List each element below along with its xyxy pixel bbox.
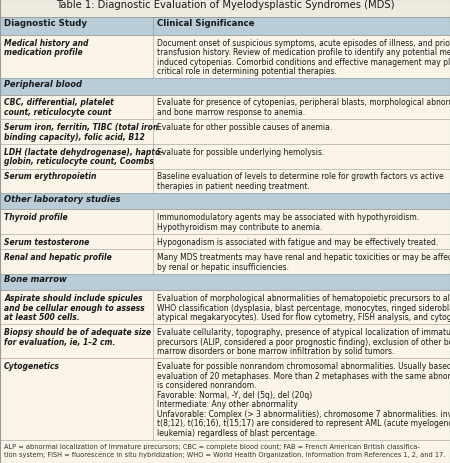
Bar — [0, 250, 450, 275]
Text: Evaluate for possible underlying hemolysis.: Evaluate for possible underlying hemolys… — [157, 147, 324, 156]
Text: Hypothyroidism may contribute to anemia.: Hypothyroidism may contribute to anemia. — [157, 222, 322, 232]
Text: globin, reticulocyte count, Coombs: globin, reticulocyte count, Coombs — [4, 157, 154, 166]
Text: Immunomodulatory agents may be associated with hypothyroidism.: Immunomodulatory agents may be associate… — [157, 213, 419, 222]
Text: Baseline evaluation of levels to determine role for growth factors vs active: Baseline evaluation of levels to determi… — [157, 172, 444, 181]
Bar — [0, 0, 450, 19]
Text: Cytogenetics: Cytogenetics — [4, 362, 60, 370]
Bar — [0, 440, 450, 463]
Text: and be cellular enough to assess: and be cellular enough to assess — [4, 303, 144, 312]
Text: Evaluate cellularity, topography, presence of atypical localization of immature: Evaluate cellularity, topography, presen… — [157, 327, 450, 337]
Text: induced cytopenias. Comorbid conditions and effective management may play a: induced cytopenias. Comorbid conditions … — [157, 57, 450, 66]
Text: LDH (lactate dehydrogenase), hapto-: LDH (lactate dehydrogenase), hapto- — [4, 147, 163, 156]
Text: and bone marrow response to anemia.: and bone marrow response to anemia. — [157, 107, 305, 117]
Text: for evaluation, ie, 1–2 cm.: for evaluation, ie, 1–2 cm. — [4, 337, 115, 346]
Text: Intermediate: Any other abnormality: Intermediate: Any other abnormality — [157, 400, 298, 408]
Text: Bone marrow: Bone marrow — [4, 275, 67, 284]
Text: Other laboratory studies: Other laboratory studies — [4, 194, 121, 203]
Text: Clinical Significance: Clinical Significance — [157, 19, 255, 28]
Text: Many MDS treatments may have renal and hepatic toxicities or may be affected: Many MDS treatments may have renal and h… — [157, 253, 450, 262]
Bar — [0, 235, 450, 250]
Text: is considered nonrandom.: is considered nonrandom. — [157, 381, 256, 389]
Bar — [0, 169, 450, 194]
Text: transfusion history. Review of medication profile to identify any potential medi: transfusion history. Review of medicatio… — [157, 48, 450, 57]
Text: count, reticulocyte count: count, reticulocyte count — [4, 107, 112, 117]
Text: Peripheral blood: Peripheral blood — [4, 80, 82, 88]
Text: Serum testosterone: Serum testosterone — [4, 238, 89, 246]
Text: Evaluation of morphological abnormalities of hematopoietic precursors to allow F: Evaluation of morphological abnormalitie… — [157, 294, 450, 302]
Bar — [0, 275, 450, 291]
Text: Table 1: Diagnostic Evaluation of Myelodysplastic Syndromes (MDS): Table 1: Diagnostic Evaluation of Myelod… — [56, 0, 394, 10]
Text: at least 500 cells.: at least 500 cells. — [4, 313, 80, 321]
Text: Medical history and: Medical history and — [4, 38, 89, 48]
Bar — [0, 194, 450, 210]
Bar — [0, 36, 450, 79]
Text: ALP = abnormal localization of immature precursors; CBC = complete blood count; : ALP = abnormal localization of immature … — [4, 443, 420, 449]
Text: CBC, differential, platelet: CBC, differential, platelet — [4, 98, 114, 107]
Bar — [0, 359, 450, 440]
Text: Renal and hepatic profile: Renal and hepatic profile — [4, 253, 112, 262]
Text: therapies in patient needing treatment.: therapies in patient needing treatment. — [157, 181, 310, 190]
Text: leukemia) regardless of blast percentage.: leukemia) regardless of blast percentage… — [157, 428, 317, 437]
Text: WHO classification (dysplasia, blast percentage, monocytes, ringed sideroblasts,: WHO classification (dysplasia, blast per… — [157, 303, 450, 312]
Bar — [0, 291, 450, 325]
Bar — [0, 325, 450, 359]
Bar — [0, 210, 450, 235]
Text: by renal or hepatic insufficiencies.: by renal or hepatic insufficiencies. — [157, 262, 289, 271]
Text: critical role in determining potential therapies.: critical role in determining potential t… — [157, 67, 337, 76]
Text: Favorable: Normal, -Y, del (5q), del (20q): Favorable: Normal, -Y, del (5q), del (20… — [157, 390, 312, 399]
Text: marrow disorders or bone marrow infiltration by solid tumors.: marrow disorders or bone marrow infiltra… — [157, 346, 394, 356]
Text: Evaluate for possible nonrandom chromosomal abnormalities. Usually based on: Evaluate for possible nonrandom chromoso… — [157, 362, 450, 370]
Text: Biopsy should be of adequate size: Biopsy should be of adequate size — [4, 327, 151, 337]
Bar — [0, 19, 450, 36]
Text: evaluation of 20 metaphases. More than 2 metaphases with the same abnormality: evaluation of 20 metaphases. More than 2… — [157, 371, 450, 380]
Text: Aspirate should include spicules: Aspirate should include spicules — [4, 294, 143, 302]
Text: Unfavorable: Complex (> 3 abnormalities), chromosome 7 abnormalities. inv16,: Unfavorable: Complex (> 3 abnormalities)… — [157, 409, 450, 418]
Text: binding capacity), folic acid, B12: binding capacity), folic acid, B12 — [4, 132, 145, 141]
Text: Evaluate for presence of cytopenias, peripheral blasts, morphological abnormalit: Evaluate for presence of cytopenias, per… — [157, 98, 450, 107]
Bar — [0, 95, 450, 120]
Text: Serum iron, ferritin, TIBC (total iron: Serum iron, ferritin, TIBC (total iron — [4, 123, 158, 132]
Bar — [0, 120, 450, 144]
Text: Hypogonadism is associated with fatigue and may be effectively treated.: Hypogonadism is associated with fatigue … — [157, 238, 438, 246]
Text: tion system; FISH = fluorescence in situ hybridization; WHO = World Health Organ: tion system; FISH = fluorescence in situ… — [4, 451, 446, 457]
Text: precursors (ALIP, considered a poor prognostic finding), exclusion of other bone: precursors (ALIP, considered a poor prog… — [157, 337, 450, 346]
Text: atypical megakaryocytes). Used for flow cytometry, FISH analysis, and cytogeneti: atypical megakaryocytes). Used for flow … — [157, 313, 450, 321]
Bar — [0, 79, 450, 95]
Text: Thyroid profile: Thyroid profile — [4, 213, 68, 222]
Text: Evaluate for other possible causes of anemia.: Evaluate for other possible causes of an… — [157, 123, 332, 132]
Text: medication profile: medication profile — [4, 48, 83, 57]
Text: t(8;12), t(16;16), t(15;17) are considered to represent AML (acute myelogenous: t(8;12), t(16;16), t(15;17) are consider… — [157, 418, 450, 427]
Text: Diagnostic Study: Diagnostic Study — [4, 19, 87, 28]
Text: Document onset of suspicious symptoms, acute episodes of illness, and prior: Document onset of suspicious symptoms, a… — [157, 38, 450, 48]
Bar — [0, 144, 450, 169]
Text: Serum erythropoietin: Serum erythropoietin — [4, 172, 96, 181]
